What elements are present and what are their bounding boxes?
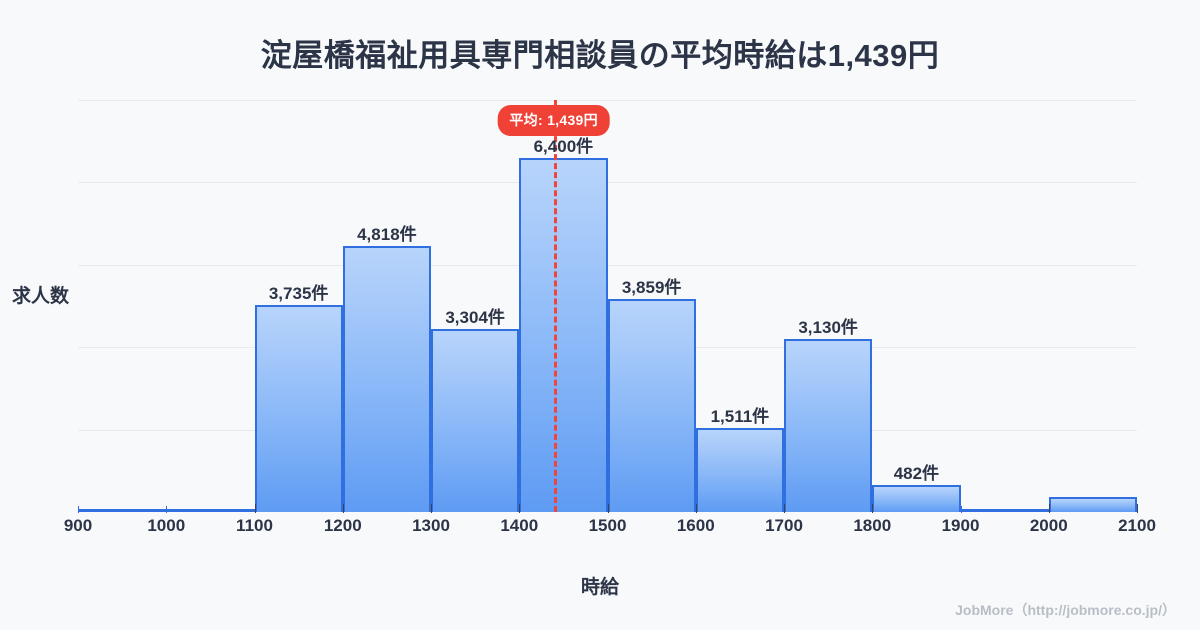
- watermark: JobMore（http://jobmore.co.jp/）: [955, 602, 1176, 618]
- x-axis-tick: [78, 506, 79, 513]
- mean-line: [553, 100, 557, 512]
- gridline: [78, 182, 1137, 183]
- x-axis-tick-label: 1100: [236, 516, 273, 535]
- x-axis-tick-label: 1600: [676, 516, 715, 535]
- histogram-bar[interactable]: [519, 158, 608, 512]
- x-axis-tick-label: 900: [63, 516, 93, 535]
- histogram-bar[interactable]: [78, 509, 167, 512]
- histogram-bar[interactable]: [1048, 497, 1137, 512]
- x-axis-tick: [872, 504, 874, 513]
- x-axis-tick-label: 1200: [323, 516, 362, 535]
- gridline: [78, 100, 1137, 101]
- x-axis-tick: [342, 504, 344, 513]
- page-title: 淀屋橋福祉用具専門相談員の平均時給は1,439円: [260, 38, 940, 73]
- bar-value-label: 482件: [893, 464, 940, 484]
- histogram-bar[interactable]: [431, 329, 520, 512]
- x-axis-tick-label: 1700: [765, 516, 803, 535]
- histogram-bar[interactable]: [342, 245, 431, 512]
- x-axis-tick: [695, 504, 697, 513]
- histogram-bar[interactable]: [254, 305, 343, 512]
- x-axis-tick-label: 2000: [1029, 516, 1068, 535]
- x-axis-tick-label: 1800: [853, 516, 892, 535]
- x-axis-tick: [519, 504, 521, 513]
- x-axis-tick: [784, 504, 785, 513]
- bar-value-label: 4,818件: [357, 224, 417, 244]
- histogram-bar[interactable]: [607, 298, 696, 512]
- x-axis-title: 時給: [580, 577, 619, 598]
- y-axis-title: 求人数: [12, 286, 70, 307]
- histogram-bar[interactable]: [872, 485, 961, 512]
- x-axis-tick-label: 1400: [500, 516, 539, 535]
- x-axis-tick: [254, 504, 256, 513]
- histogram-bar[interactable]: [960, 509, 1049, 512]
- histogram-bar[interactable]: [695, 428, 784, 512]
- x-axis-tick-label: 1300: [412, 516, 450, 535]
- x-axis-tick: [1048, 504, 1050, 513]
- x-axis-tick: [431, 504, 432, 513]
- bar-value-label: 3,735件: [268, 284, 329, 304]
- x-axis-tick-label: 2100: [1118, 516, 1156, 535]
- x-axis-tick: [607, 504, 609, 513]
- histogram-bar[interactable]: [784, 338, 873, 512]
- x-axis-tick-label: 1900: [941, 516, 980, 535]
- bar-value-label: 1,511件: [710, 407, 770, 427]
- bar-value-label: 3,304件: [445, 308, 505, 328]
- gridline: [78, 265, 1137, 266]
- x-axis-tick: [166, 506, 168, 513]
- bar-value-label: 3,859件: [621, 277, 682, 297]
- histogram-bar[interactable]: [166, 509, 255, 512]
- x-axis-tick-label: 1000: [147, 516, 186, 535]
- bar-value-label: 6,400件: [533, 137, 594, 157]
- x-axis-tick: [1137, 504, 1138, 513]
- x-axis-tick: [960, 506, 962, 513]
- mean-badge[interactable]: 平均: 1,439円: [497, 105, 610, 136]
- x-axis-tick-label: 1500: [588, 516, 627, 535]
- plot-area: [78, 100, 1138, 513]
- bar-value-label: 3,130件: [798, 317, 858, 337]
